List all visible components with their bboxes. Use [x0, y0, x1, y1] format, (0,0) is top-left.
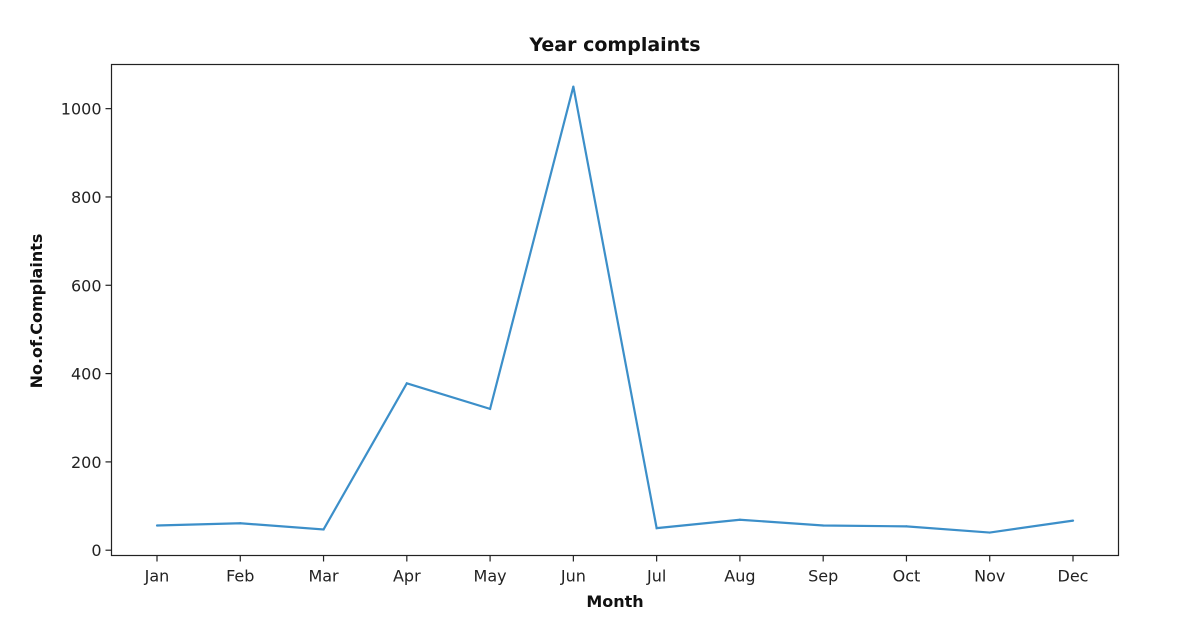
- x-tick-label: Apr: [393, 567, 421, 586]
- x-tick-label: May: [474, 567, 507, 586]
- data-point-aug: [738, 518, 742, 521]
- y-tick-label: 0: [91, 541, 101, 560]
- x-tick-label: Jul: [646, 567, 666, 586]
- x-tick-label: Dec: [1058, 567, 1089, 586]
- y-tick-label: 200: [71, 453, 102, 472]
- x-tick-label: Feb: [226, 567, 254, 586]
- series-line: [156, 86, 1074, 534]
- series-group: [155, 85, 1075, 534]
- data-point-dec: [1071, 519, 1075, 522]
- data-point-feb: [239, 522, 242, 525]
- plot-frame: [110, 63, 1120, 557]
- x-axis-title: Month: [586, 592, 643, 611]
- x-tick-label: Nov: [974, 567, 1005, 586]
- chart-title: Year complaints: [528, 34, 700, 56]
- x-axis: Jan Feb Mar Apr May Jun Jul Aug Sep Oct Nov Dec: [144, 555, 1089, 586]
- y-axis: 0 200 400 600 800 1000: [61, 100, 112, 560]
- data-point-jun: [572, 85, 575, 88]
- x-tick-label: Jan: [144, 567, 170, 586]
- data-point-oct: [905, 525, 908, 528]
- x-tick-label: Sep: [808, 567, 838, 586]
- data-point-sep: [822, 524, 825, 527]
- y-tick-label: 400: [71, 365, 102, 384]
- y-axis-title: No.of.Complaints: [27, 234, 46, 389]
- y-tick-label: 600: [71, 276, 102, 295]
- y-tick-label: 800: [71, 188, 102, 207]
- x-tick-label: Mar: [308, 567, 339, 586]
- x-tick-label: Oct: [893, 567, 921, 586]
- data-point-nov: [988, 531, 991, 534]
- x-tick-label: Jun: [560, 567, 586, 586]
- x-tick-label: Aug: [724, 567, 755, 586]
- y-tick-label: 1000: [61, 100, 102, 119]
- data-point-may: [488, 407, 492, 411]
- data-point-apr: [405, 382, 408, 385]
- data-point-jul: [655, 527, 658, 530]
- data-point-jan: [155, 524, 159, 527]
- data-point-mar: [322, 528, 325, 531]
